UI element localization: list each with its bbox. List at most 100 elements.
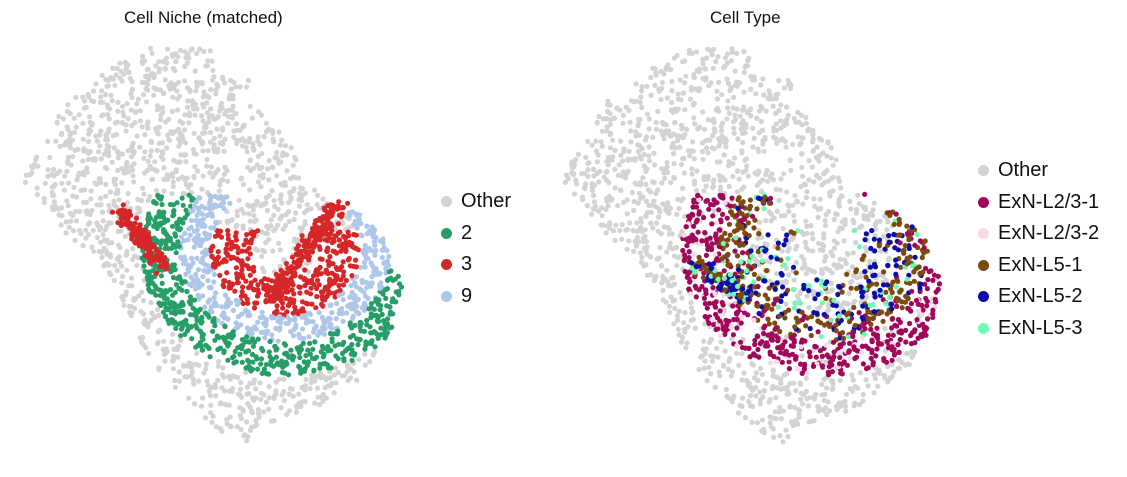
other-point <box>819 381 825 387</box>
other-point <box>107 189 113 195</box>
other-point <box>836 400 842 406</box>
other-point <box>696 124 702 130</box>
niche-2-point <box>233 359 239 365</box>
niche-3-point <box>283 295 289 301</box>
other-point <box>152 159 158 165</box>
other-point <box>190 102 196 108</box>
niche-2-point <box>224 340 230 346</box>
other-point <box>828 145 834 151</box>
other-point <box>667 244 673 251</box>
other-point <box>820 150 826 156</box>
exn-l23-1-point <box>890 332 896 338</box>
other-point <box>624 211 630 217</box>
other-point <box>675 326 681 332</box>
other-point <box>33 157 39 163</box>
other-point <box>85 156 91 162</box>
other-point <box>215 363 221 369</box>
other-point <box>706 364 712 371</box>
niche-9-point <box>352 280 358 286</box>
other-point <box>186 360 192 366</box>
other-point <box>296 391 302 397</box>
other-point <box>119 280 125 286</box>
legend-label: 9 <box>461 284 473 307</box>
other-point <box>241 122 247 128</box>
other-point <box>126 169 132 175</box>
other-point <box>716 136 722 142</box>
exn-l5-2-point <box>863 231 869 237</box>
other-point <box>190 106 197 112</box>
other-point <box>834 211 840 217</box>
other-point <box>661 71 667 77</box>
niche-2-point <box>180 202 186 208</box>
other-point <box>668 294 674 300</box>
niche-9-point <box>262 335 268 341</box>
other-point <box>70 154 76 160</box>
other-point <box>817 196 823 202</box>
niche-2-point <box>206 314 212 320</box>
niche-3-point <box>265 277 271 283</box>
other-point <box>209 58 215 64</box>
niche-2-point <box>171 262 177 268</box>
niche-2-point <box>279 363 286 369</box>
other-point <box>62 173 68 179</box>
other-point <box>781 280 787 286</box>
other-point <box>218 100 225 106</box>
niche-3-point <box>347 263 353 269</box>
other-point <box>643 137 649 143</box>
other-point <box>709 145 715 151</box>
other-point <box>87 220 93 226</box>
other-point <box>662 175 668 181</box>
other-point <box>648 272 654 278</box>
other-point <box>61 187 67 193</box>
niche-2-point <box>215 333 221 339</box>
other-point <box>603 206 609 213</box>
other-point <box>185 104 191 110</box>
other-point <box>776 409 782 415</box>
other-point <box>88 188 94 194</box>
other-point <box>681 170 687 176</box>
other-point <box>100 112 106 118</box>
niche-3-point <box>317 256 323 262</box>
other-point <box>277 216 283 222</box>
other-point <box>210 67 216 73</box>
niche-2-point <box>244 334 250 340</box>
exn-l23-1-point <box>925 277 931 283</box>
niche-2-point <box>243 349 249 355</box>
niche-3-point <box>297 284 303 290</box>
other-point <box>652 82 658 88</box>
other-point <box>274 149 280 155</box>
other-point <box>80 94 86 100</box>
other-point <box>824 385 830 391</box>
other-point <box>639 254 645 260</box>
niche-9-point <box>208 285 214 291</box>
other-point <box>778 416 784 422</box>
niche-3-point <box>329 240 335 246</box>
other-point <box>188 47 194 53</box>
other-point <box>186 55 192 61</box>
other-point <box>708 48 714 54</box>
niche-3-point <box>125 213 131 219</box>
niche-2-point <box>165 217 171 223</box>
niche-9-point <box>205 263 211 269</box>
other-point <box>690 309 696 315</box>
other-point <box>217 133 223 139</box>
other-point <box>731 125 737 131</box>
other-point <box>765 178 771 184</box>
other-point <box>183 181 189 188</box>
other-point <box>274 173 280 179</box>
other-point <box>871 200 877 206</box>
other-point <box>121 71 127 77</box>
niche-9-point <box>344 310 350 316</box>
other-point <box>724 51 731 57</box>
other-point <box>734 50 740 57</box>
other-point <box>862 244 868 250</box>
niche-3-point <box>310 273 317 279</box>
other-point <box>659 79 665 86</box>
niche-9-point <box>193 286 199 292</box>
exn-l23-1-point <box>923 265 929 271</box>
niche-3-point <box>274 303 280 309</box>
other-point <box>129 95 135 101</box>
other-point <box>245 202 251 208</box>
other-point <box>89 207 95 213</box>
niche-9-point <box>195 279 201 286</box>
